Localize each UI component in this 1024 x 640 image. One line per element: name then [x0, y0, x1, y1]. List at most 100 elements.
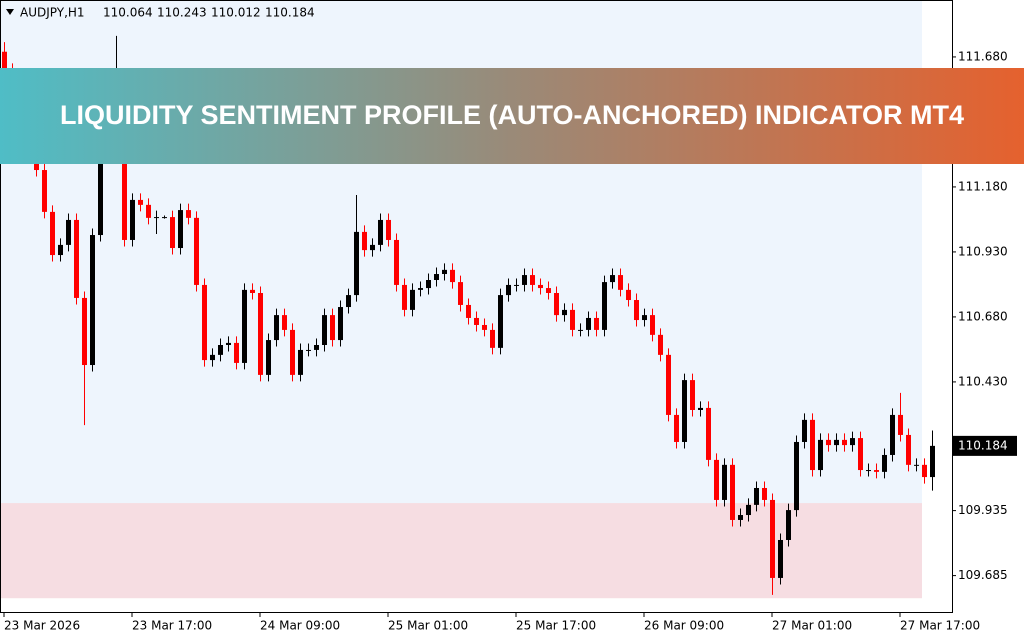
candle-body [794, 441, 799, 511]
candle-body [234, 342, 239, 363]
candle-body [482, 324, 487, 330]
candle-body [602, 282, 607, 330]
candle-body [170, 217, 175, 249]
candle-body [490, 329, 495, 348]
candle-body [186, 210, 191, 218]
candle-body [810, 419, 815, 471]
candle-body [162, 217, 167, 219]
candle-body [50, 211, 55, 256]
candle-body [274, 315, 279, 341]
x-tick-label: 23 Mar 17:00 [132, 619, 212, 633]
candle-body [250, 289, 255, 294]
candle-body [314, 344, 319, 350]
candle-body [290, 329, 295, 375]
candle-body [194, 217, 199, 285]
candle-body [874, 470, 879, 472]
candle-body [450, 269, 455, 283]
candle-body [2, 51, 7, 70]
candle-body [58, 244, 63, 256]
price-label: 110.184 [958, 438, 1008, 452]
candle-body [746, 504, 751, 516]
candle-body [402, 284, 407, 310]
candle-body [898, 414, 903, 435]
x-tick-label: 25 Mar 01:00 [388, 619, 468, 633]
candle-body [658, 334, 663, 355]
candle-body [626, 289, 631, 301]
candle-body [378, 219, 383, 245]
candle-body [594, 317, 599, 330]
candle-body [738, 515, 743, 520]
y-tick-label: 111.680 [958, 49, 1008, 63]
candle-body [346, 295, 351, 308]
x-tick-label: 25 Mar 17:00 [516, 619, 596, 633]
candle-body [610, 275, 615, 283]
candle-body [266, 340, 271, 375]
banner-background [0, 68, 1024, 164]
x-tick-label: 27 Mar 01:00 [772, 619, 852, 633]
candle-body [778, 539, 783, 578]
candle-body [226, 342, 231, 345]
candle-body [714, 459, 719, 500]
candle-body [466, 304, 471, 318]
candle-body [754, 487, 759, 505]
candle-body [98, 139, 103, 236]
candle-body [178, 210, 183, 249]
candle-body [386, 219, 391, 240]
candle-body [866, 470, 871, 472]
candle-body [298, 349, 303, 375]
y-tick-label: 111.180 [958, 179, 1008, 193]
banner-title: LIQUIDITY SENTIMENT PROFILE (AUTO-ANCHOR… [60, 100, 964, 130]
candle-body [562, 309, 567, 316]
y-tick-label: 110.430 [958, 374, 1008, 388]
candle-body [842, 439, 847, 446]
candle-body [354, 231, 359, 296]
candle-body [922, 464, 927, 478]
candle-body [882, 454, 887, 472]
x-tick-label: 27 Mar 17:00 [900, 619, 980, 633]
candle-body [906, 434, 911, 465]
candle-body [826, 439, 831, 446]
current-price: 110.184 [953, 435, 1017, 456]
candle-body [618, 275, 623, 290]
x-tick-label: 24 Mar 09:00 [260, 619, 340, 633]
candle-body [306, 349, 311, 351]
candle-body [66, 219, 71, 245]
candle-body [42, 170, 47, 212]
candle-body [514, 284, 519, 286]
candle-body [650, 315, 655, 335]
candle-body [770, 499, 775, 578]
candle-body [154, 217, 159, 219]
candle-body [546, 288, 551, 294]
candle-body [914, 464, 919, 466]
candle-body [394, 239, 399, 285]
low-label: 110.012 [211, 6, 261, 20]
y-tick-label: 110.930 [958, 244, 1008, 258]
candle-body [258, 293, 263, 375]
candle-body [722, 464, 727, 500]
candle-body [370, 244, 375, 251]
candle-body [90, 235, 95, 366]
candle-body [538, 284, 543, 289]
candle-body [282, 315, 287, 330]
symbol-label: AUDJPY,H1 [20, 6, 85, 20]
candle-body [834, 439, 839, 446]
high-label: 110.243 [157, 6, 207, 20]
candle-body [570, 309, 575, 330]
candle-body [642, 315, 647, 321]
collapse-icon [6, 9, 14, 15]
candle-body [458, 282, 463, 305]
candle-body [242, 289, 247, 363]
banner: LIQUIDITY SENTIMENT PROFILE (AUTO-ANCHOR… [0, 68, 1024, 164]
candle-body [138, 199, 143, 205]
candle-body [690, 380, 695, 410]
candle-body [530, 275, 535, 285]
y-tick-label: 109.935 [958, 503, 1008, 517]
price-box [953, 435, 1017, 456]
zone [0, 503, 922, 599]
candle-body [146, 204, 151, 218]
candle-body [554, 293, 559, 316]
candle-body [322, 315, 327, 345]
candle-body [586, 317, 591, 330]
